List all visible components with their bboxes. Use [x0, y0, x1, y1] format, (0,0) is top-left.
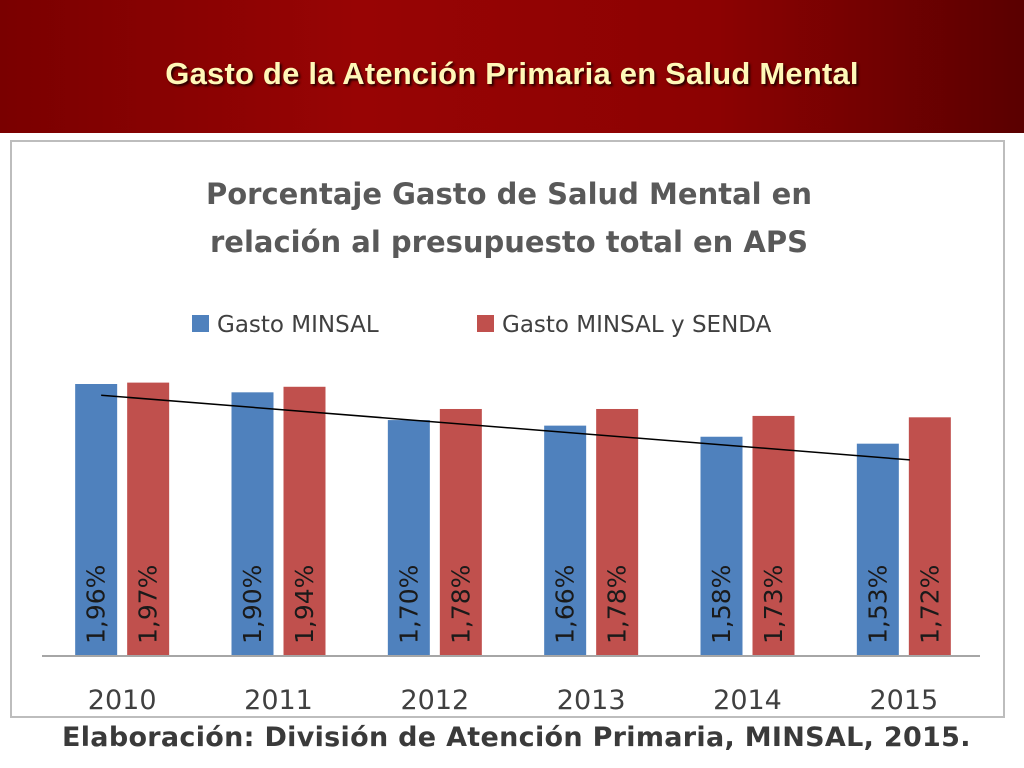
bar-gasto-minsal-2011 — [231, 392, 274, 656]
legend-label-gasto-minsal: Gasto MINSAL — [217, 312, 379, 338]
data-label-minsal-2011: 1,90% — [238, 565, 267, 644]
x-tick-label-2014: 2014 — [713, 685, 782, 716]
plot-area: 1,96% 1,97% 2010 1,90% 1,94% 2011 1,70% 1,78% 20… — [42, 382, 980, 716]
data-label-minsal-senda-2013: 1,78% — [603, 565, 632, 644]
data-label-minsal-2010: 1,96% — [82, 565, 111, 644]
chart-frame: Porcentaje Gasto de Salud Mental en rela… — [10, 140, 1005, 718]
chart-title-line-2: relación al presupuesto total en APS — [210, 225, 808, 259]
bar-gasto-minsal-2012 — [387, 420, 430, 656]
chart-legend: Gasto MINSAL Gasto MINSAL y SENDA — [192, 312, 772, 338]
bar-gasto-minsal-y-senda-2013 — [596, 408, 639, 656]
data-label-minsal-2014: 1,58% — [707, 565, 736, 644]
bar-gasto-minsal-2015 — [856, 443, 899, 656]
x-tick-label-2012: 2012 — [400, 685, 469, 716]
bar-gasto-minsal-y-senda-2010 — [127, 382, 170, 656]
bar-chart: Porcentaje Gasto de Salud Mental en rela… — [42, 177, 980, 716]
data-label-minsal-senda-2011: 1,94% — [290, 565, 319, 644]
legend-swatch-gasto-minsal-y-senda — [477, 315, 494, 332]
x-tick-label-2010: 2010 — [88, 685, 157, 716]
data-label-minsal-senda-2012: 1,78% — [446, 565, 475, 644]
data-label-minsal-2013: 1,66% — [551, 565, 580, 644]
chart-title-line-1: Porcentaje Gasto de Salud Mental en — [206, 177, 812, 211]
data-label-minsal-2015: 1,53% — [863, 565, 892, 644]
bar-gasto-minsal-2013 — [544, 425, 587, 656]
bar-gasto-minsal-2010 — [75, 384, 118, 656]
legend-label-gasto-minsal-y-senda: Gasto MINSAL y SENDA — [502, 312, 772, 338]
title-banner: Gasto de la Atención Primaria en Salud M… — [0, 0, 1024, 133]
x-tick-label-2013: 2013 — [557, 685, 626, 716]
trendline-gasto-minsal — [101, 394, 910, 461]
data-label-minsal-senda-2014: 1,73% — [759, 565, 788, 644]
bar-gasto-minsal-2014 — [700, 436, 743, 656]
data-label-minsal-senda-2010: 1,97% — [134, 565, 163, 644]
bar-gasto-minsal-y-senda-2012 — [439, 408, 482, 656]
bar-gasto-minsal-y-senda-2015 — [908, 417, 951, 656]
data-label-minsal-senda-2015: 1,72% — [915, 565, 944, 644]
x-tick-label-2011: 2011 — [244, 685, 313, 716]
bar-gasto-minsal-y-senda-2011 — [283, 386, 326, 656]
source-note: Elaboración: División de Atención Primar… — [62, 722, 971, 753]
bar-gasto-minsal-y-senda-2014 — [752, 415, 795, 656]
data-label-minsal-2012: 1,70% — [394, 565, 423, 644]
legend-swatch-gasto-minsal — [192, 315, 209, 332]
x-tick-label-2015: 2015 — [869, 685, 938, 716]
slide-title: Gasto de la Atención Primaria en Salud M… — [165, 56, 859, 91]
